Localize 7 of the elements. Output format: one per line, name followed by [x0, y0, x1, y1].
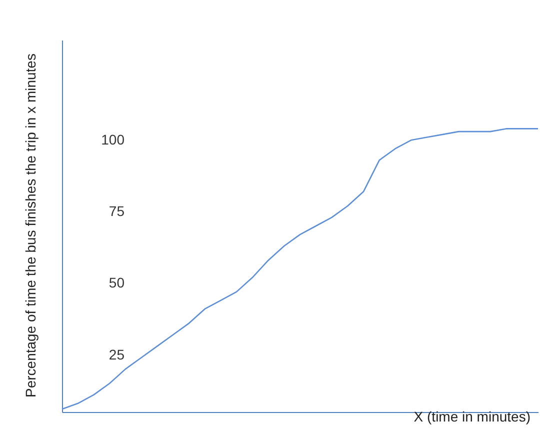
y-tick-label: 25: [108, 346, 125, 362]
y-tick-label: 100: [101, 132, 125, 148]
y-tick-label: 50: [108, 274, 125, 291]
y-tick-label: 75: [108, 203, 125, 220]
y-axis-title: Percentage of time the bus finishes the trip in x minutes: [22, 54, 38, 398]
line-series: [61, 128, 539, 410]
x-axis-title: X (time in minutes): [414, 408, 530, 424]
